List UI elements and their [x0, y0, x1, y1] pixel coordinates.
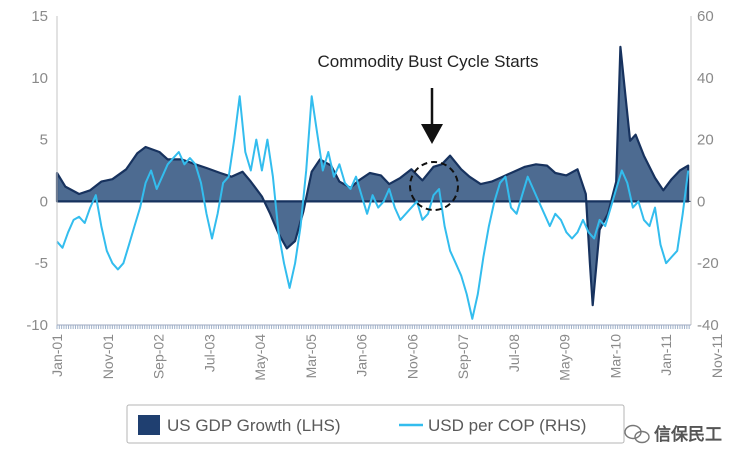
- left-tick-label: 5: [40, 132, 48, 149]
- x-tick-label: Jan-01: [49, 334, 65, 377]
- x-tick-label: Mar-10: [607, 334, 623, 379]
- wechat-icon: [624, 424, 650, 444]
- legend-swatch-gdp: [138, 415, 160, 435]
- plot-area: [55, 45, 691, 320]
- x-tick-label: May-09: [557, 334, 573, 381]
- right-tick-label: -20: [697, 255, 719, 272]
- annotation-text: Commodity Bust Cycle Starts: [317, 52, 538, 71]
- right-tick-label: -40: [697, 317, 719, 334]
- x-tick-label: Jul-08: [506, 334, 522, 372]
- legend-label-cop: USD per COP (RHS): [428, 416, 586, 435]
- left-tick-label: 0: [40, 193, 48, 210]
- x-tick-label: May-04: [252, 334, 268, 381]
- legend: US GDP Growth (LHS) USD per COP (RHS): [126, 404, 625, 444]
- right-tick-label: 0: [697, 193, 705, 210]
- x-tick-label: Mar-05: [303, 334, 319, 379]
- left-axis: 15 10 5 0 -5 -10: [26, 8, 58, 334]
- x-tick-label: Nov-06: [404, 334, 420, 379]
- x-axis: Jan-01 Nov-01 Sep-02 Jul-03 May-04 Mar-05 Jan-…: [49, 324, 725, 381]
- left-tick-label: 15: [31, 8, 48, 25]
- left-tick-label: -10: [26, 317, 48, 334]
- x-tick-label: Jan-06: [354, 334, 370, 377]
- x-tick-label: Sep-02: [151, 334, 167, 379]
- legend-label-gdp: US GDP Growth (LHS): [167, 416, 341, 435]
- x-tick-label: Sep-07: [455, 334, 471, 379]
- x-tick-label: Nov-11: [709, 334, 725, 378]
- gdp-growth-area: [55, 45, 690, 307]
- usd-per-cop-line: [56, 95, 690, 320]
- x-tick-label: Jul-03: [201, 334, 217, 372]
- x-tick-label: Nov-01: [100, 334, 116, 379]
- right-axis: 60 40 20 0 -20 -40: [690, 8, 719, 334]
- watermark-text: 信保民工: [654, 424, 722, 445]
- legend-box: [126, 404, 625, 444]
- annotation-arrowhead: [421, 124, 443, 144]
- left-tick-label: -5: [35, 255, 48, 272]
- left-tick-label: 10: [31, 70, 48, 87]
- right-tick-label: 60: [697, 8, 714, 25]
- annotation-circle: [409, 161, 459, 211]
- x-tick-label: Jan-11: [658, 334, 674, 376]
- right-tick-label: 40: [697, 70, 714, 87]
- right-tick-label: 20: [697, 132, 714, 149]
- watermark: 信保民工: [624, 424, 722, 445]
